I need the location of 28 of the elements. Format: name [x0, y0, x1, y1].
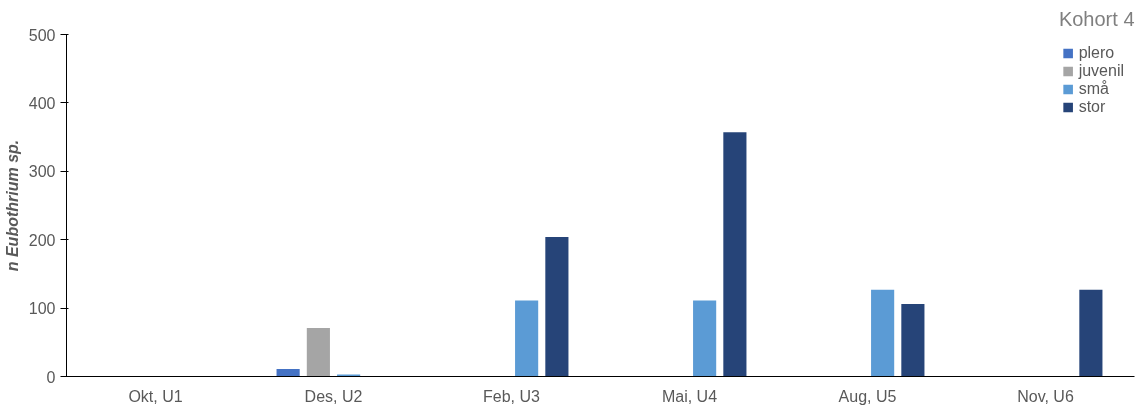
- bar: [545, 236, 569, 377]
- y-tick-label: 300: [28, 163, 56, 181]
- x-tick-label: Des, U2: [304, 387, 363, 405]
- chart-title: Kohort 4: [1058, 7, 1135, 30]
- x-tick-label: Nov, U6: [1017, 387, 1074, 405]
- bar: [693, 300, 717, 377]
- x-tick-label: Aug, U5: [838, 387, 897, 405]
- bar: [337, 374, 361, 377]
- x-tick-label: Feb, U3: [483, 387, 541, 405]
- y-tick-label: 500: [28, 26, 56, 44]
- legend-label: juvenil: [1078, 62, 1124, 80]
- x-tick-label: Mai, U4: [661, 387, 718, 405]
- bar: [723, 132, 747, 377]
- legend-label: plero: [1078, 44, 1115, 62]
- y-tick-label: 100: [28, 300, 56, 318]
- bar: [515, 300, 539, 377]
- x-tick-label: Okt, U1: [128, 387, 183, 405]
- y-tick-label: 400: [28, 94, 56, 112]
- bar: [1079, 289, 1103, 377]
- y-tick-label: 0: [46, 368, 56, 386]
- bar: [871, 289, 895, 377]
- bar: [276, 368, 300, 377]
- legend-label: stor: [1078, 98, 1106, 116]
- y-axis-title: n Eubothrium sp.: [3, 139, 21, 272]
- bar: [901, 304, 925, 377]
- legend-label: små: [1078, 80, 1109, 98]
- bar: [306, 327, 330, 377]
- y-tick-label: 200: [28, 231, 56, 249]
